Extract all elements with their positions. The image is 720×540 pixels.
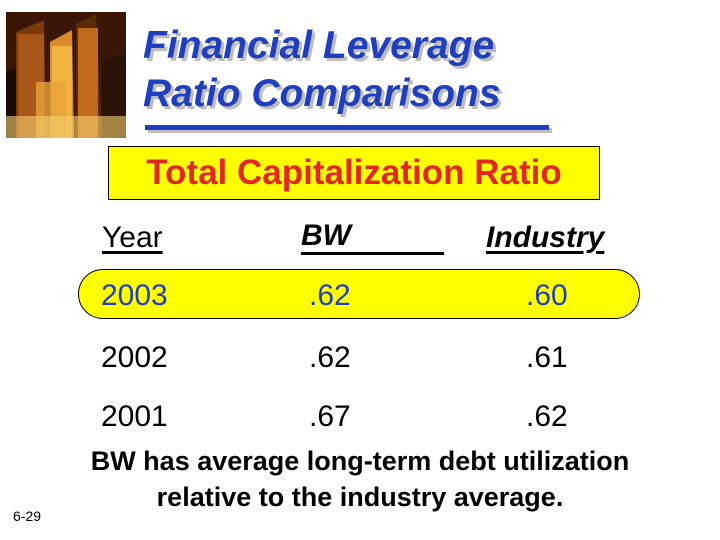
row-2001-industry: .62	[526, 400, 568, 433]
slide-title: Financial Leverage Ratio Comparisons	[143, 22, 501, 118]
title-line-1: Financial Leverage	[143, 24, 495, 67]
title-underline	[145, 125, 549, 130]
row-2002-year: 2002	[101, 341, 168, 374]
title-line-2: Ratio Comparisons	[143, 72, 501, 115]
row-2003-year: 2003	[101, 279, 168, 312]
subtitle: Total Capitalization Ratio	[146, 153, 562, 192]
slide-number: 6-29	[13, 508, 42, 524]
row-2002-bw: .62	[309, 341, 351, 374]
row-2001-year: 2001	[101, 400, 168, 433]
conclusion-note: BW has average long-term debt utilizatio…	[0, 443, 720, 515]
header-bw: BW	[301, 218, 444, 255]
subtitle-box: Total Capitalization Ratio	[108, 146, 600, 200]
note-line-2: relative to the industry average.	[156, 482, 564, 512]
note-line-1: BW has average long-term debt utilizatio…	[90, 446, 630, 476]
row-2003-bw: .62	[309, 279, 351, 312]
row-2002-industry: .61	[526, 341, 568, 374]
header-year: Year	[102, 221, 163, 254]
row-2001-bw: .67	[309, 400, 351, 433]
row-2003-industry: .60	[526, 279, 568, 312]
highlight-row-2003	[78, 269, 640, 319]
city-skyscrapers-photo	[6, 12, 126, 138]
header-industry: Industry	[486, 221, 605, 254]
